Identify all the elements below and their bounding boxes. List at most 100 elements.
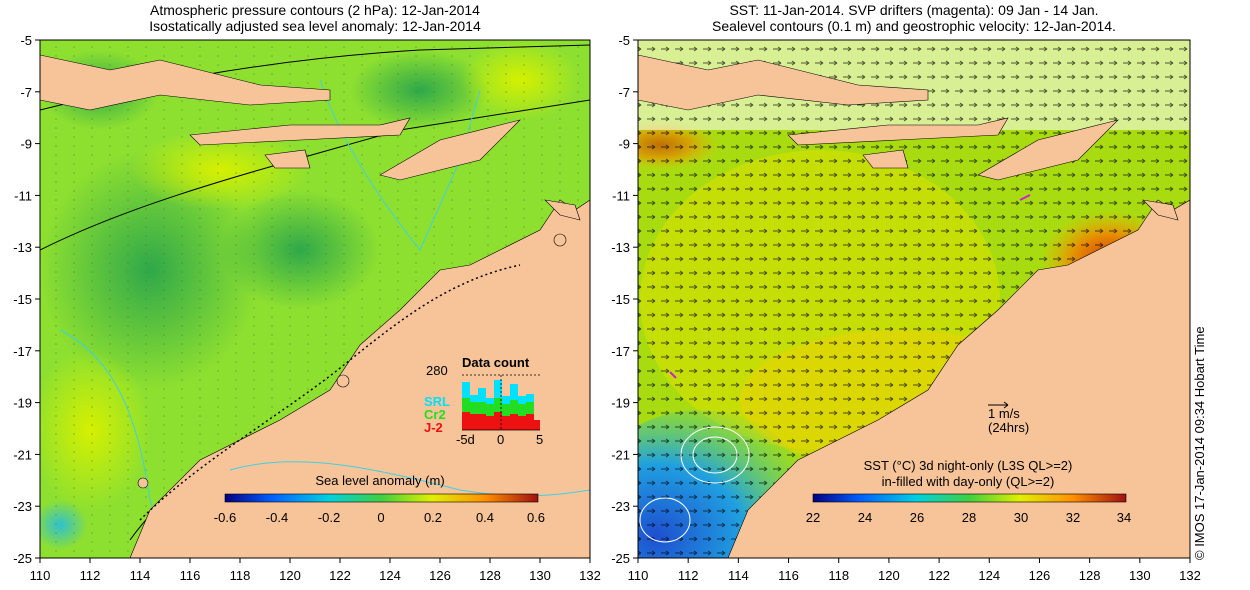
right-y-tick-label: -19 bbox=[611, 396, 630, 411]
sla-tick: -0.6 bbox=[214, 510, 236, 525]
left-title: Atmospheric pressure contours (2 hPa): 1… bbox=[40, 2, 590, 34]
sst-colorbar-bar bbox=[812, 493, 1127, 503]
islands-sumba-flores bbox=[189, 117, 411, 146]
melville-island bbox=[1142, 199, 1179, 221]
left-x-tick-label: 118 bbox=[230, 568, 251, 583]
left-x-tick-label: 112 bbox=[80, 568, 101, 583]
copyright-notice: © IMOS 17-Jan-2014 09:34 Hobart Time bbox=[1192, 326, 1207, 560]
melville-island bbox=[544, 199, 581, 221]
inland-cyan-contour bbox=[229, 461, 590, 497]
left-title-line2: Isostatically adjusted sea level anomaly… bbox=[149, 18, 481, 34]
scale-arrow-head bbox=[1003, 401, 1009, 409]
sst-tick: 26 bbox=[910, 510, 924, 525]
sla-colorbar: Sea level anomaly (m) -0.6 -0.4 -0.2 0 0… bbox=[214, 473, 545, 525]
right-axes: 110 112 114 116 118 120 122 124 126 128 130 132 -5 -7… bbox=[611, 33, 1201, 583]
left-x-tick-label: 122 bbox=[329, 568, 351, 583]
right-y-tick-label: -15 bbox=[611, 292, 630, 307]
legend-j2: J-2 bbox=[424, 420, 443, 435]
inset-xlabel-mid: 0 bbox=[497, 432, 504, 447]
right-title: SST: 11-Jan-2014. SVP drifters (magenta)… bbox=[638, 2, 1190, 34]
sst-tick: 22 bbox=[806, 510, 820, 525]
sst-tick: 24 bbox=[858, 510, 872, 525]
sla-tick: 0.2 bbox=[424, 510, 442, 525]
left-x-tick-label: 120 bbox=[279, 568, 301, 583]
bathymetry-contour-2 bbox=[319, 79, 481, 251]
left-x-tick-label: 128 bbox=[479, 568, 501, 583]
sla-colorbar-bar bbox=[224, 493, 539, 503]
left-y-tick-label: -5 bbox=[20, 33, 32, 48]
right-x-tick-label: 114 bbox=[728, 568, 749, 583]
right-map bbox=[638, 40, 1190, 558]
right-x-tick-label: 130 bbox=[1129, 568, 1151, 583]
left-x-tick-label: 124 bbox=[379, 568, 401, 583]
left-x-tick-label: 132 bbox=[579, 568, 601, 583]
left-title-line1: Atmospheric pressure contours (2 hPa): 1… bbox=[150, 2, 480, 18]
australia-landmass bbox=[727, 199, 1190, 558]
inset-max-label: 280 bbox=[426, 363, 448, 378]
sst-colorbar-label-2: in-filled with day-only (QL>=2) bbox=[882, 474, 1055, 489]
left-x-tick-label: 110 bbox=[30, 568, 51, 583]
islands-sumba-flores bbox=[787, 117, 1009, 146]
coastal-island-3 bbox=[553, 233, 567, 247]
left-y-tick-label: -17 bbox=[13, 344, 32, 359]
left-map bbox=[40, 40, 590, 558]
right-x-tick-label: 120 bbox=[878, 568, 900, 583]
sst-tick: 30 bbox=[1014, 510, 1028, 525]
sla-tick: -0.2 bbox=[318, 510, 340, 525]
right-y-tick-label: -9 bbox=[618, 137, 630, 152]
right-y-tick-label: -17 bbox=[611, 344, 630, 359]
sst-colorbar: SST (°C) 3d night-only (L3S QL>=2) in-fi… bbox=[806, 458, 1131, 525]
right-x-tick-label: 110 bbox=[628, 568, 649, 583]
right-y-tick-label: -23 bbox=[611, 499, 630, 514]
right-title-line2: Sealevel contours (0.1 m) and geostrophi… bbox=[712, 18, 1116, 34]
left-x-tick-label: 126 bbox=[429, 568, 451, 583]
sst-colorbar-label: SST (°C) 3d night-only (L3S QL>=2) bbox=[864, 458, 1073, 473]
right-x-tick-label: 132 bbox=[1179, 568, 1201, 583]
left-y-tick-label: -25 bbox=[13, 551, 32, 566]
pressure-contour-2 bbox=[40, 99, 590, 251]
sst-tick: 32 bbox=[1066, 510, 1080, 525]
island-timor bbox=[379, 119, 521, 181]
sealevel-contour bbox=[692, 436, 738, 474]
coastal-island bbox=[336, 374, 350, 388]
sst-tick: 28 bbox=[962, 510, 976, 525]
left-x-tick-label: 116 bbox=[180, 568, 201, 583]
inset-xlabel-left: -5d bbox=[456, 432, 475, 447]
velocity-scale: 1 m/s (24hrs) bbox=[988, 401, 1029, 435]
sla-tick: 0.4 bbox=[476, 510, 494, 525]
australia-landmass bbox=[129, 199, 590, 558]
sla-colorbar-label: Sea level anomaly (m) bbox=[315, 473, 444, 488]
island-timor bbox=[977, 119, 1119, 181]
left-y-tick-label: -23 bbox=[13, 499, 32, 514]
svp-drifter-track bbox=[1019, 194, 1031, 201]
legend-cr2: Cr2 bbox=[424, 407, 446, 422]
right-y-tick-label: -21 bbox=[611, 447, 630, 462]
sla-tick: 0 bbox=[377, 510, 384, 525]
inset-bars bbox=[462, 380, 540, 430]
right-y-tick-label: -7 bbox=[618, 85, 630, 100]
scale-label-hours: (24hrs) bbox=[988, 420, 1029, 435]
right-x-tick-label: 116 bbox=[778, 568, 799, 583]
left-x-tick-label: 130 bbox=[529, 568, 551, 583]
legend-srl: SRL bbox=[424, 394, 450, 409]
left-y-tick-label: -11 bbox=[14, 188, 32, 203]
coastal-island-2 bbox=[137, 477, 149, 489]
right-y-tick-label: -13 bbox=[611, 240, 630, 255]
inset-xlabel-right: 5 bbox=[536, 432, 543, 447]
sla-tick: 0.6 bbox=[527, 510, 545, 525]
sealevel-contour-2 bbox=[680, 426, 750, 484]
sla-tick: -0.4 bbox=[266, 510, 288, 525]
left-axes: 110 112 114 116 118 120 122 124 126 128 130 132 -5 -7… bbox=[13, 33, 601, 583]
left-y-tick-label: -21 bbox=[13, 447, 32, 462]
islands-java-nusa bbox=[638, 54, 929, 111]
island-sumba bbox=[264, 149, 311, 169]
right-x-tick-label: 124 bbox=[978, 568, 1000, 583]
right-x-tick-label: 118 bbox=[828, 568, 849, 583]
island-sumba bbox=[862, 149, 909, 169]
left-y-tick-label: -15 bbox=[13, 292, 32, 307]
left-y-tick-label: -19 bbox=[13, 396, 32, 411]
data-count-inset: Data count 280 bbox=[424, 355, 543, 447]
inset-title: Data count bbox=[462, 355, 530, 370]
left-y-tick-label: -13 bbox=[13, 240, 32, 255]
